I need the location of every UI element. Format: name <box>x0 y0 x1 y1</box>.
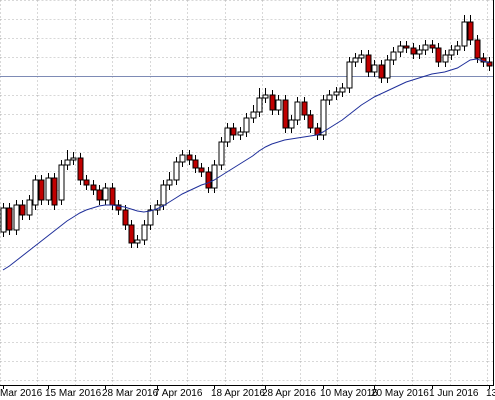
candle-body <box>307 114 314 129</box>
candle-body <box>6 207 13 231</box>
candle-body <box>83 179 90 186</box>
candle-body <box>269 94 276 111</box>
candle-body <box>301 101 308 116</box>
x-tick-label: 18 Apr 2016 <box>211 388 265 399</box>
candle-body <box>141 224 148 241</box>
x-tick-label: 10 May 2016 <box>320 388 378 399</box>
candle-body <box>38 179 45 201</box>
candle-body <box>166 179 173 186</box>
candle-body <box>486 61 493 67</box>
candle-body <box>77 157 84 181</box>
x-tick-label: 28 Mar 2016 <box>102 388 159 399</box>
candle-body <box>173 161 180 181</box>
candle-body <box>13 204 20 231</box>
grid <box>0 0 493 385</box>
candle-body <box>51 177 58 206</box>
candle-body <box>109 187 116 206</box>
candle-body <box>19 204 26 216</box>
candle-body <box>378 64 385 79</box>
candle-body <box>339 87 346 93</box>
candle-body <box>384 59 391 79</box>
candle-body <box>96 189 103 201</box>
candle-body <box>346 61 353 89</box>
plot-area <box>0 15 493 271</box>
candle-body <box>32 179 39 206</box>
candle-body <box>320 99 327 136</box>
candle-body <box>467 21 474 41</box>
x-tick-label: 1 Jun 2016 <box>429 388 479 399</box>
candle-body <box>64 159 71 166</box>
candle-body <box>224 127 231 143</box>
moving-average <box>2 58 490 271</box>
candle-body <box>102 187 109 201</box>
candle-body <box>115 204 122 211</box>
candle-body <box>128 224 135 244</box>
candle-body <box>90 184 97 191</box>
candle-body <box>134 239 141 244</box>
x-tick-label: 13 <box>486 388 495 399</box>
candle-body <box>70 157 77 161</box>
candle-body <box>0 207 7 233</box>
candle-body <box>243 117 250 133</box>
candle-body <box>365 54 372 73</box>
candle-body <box>397 45 404 53</box>
candle-body <box>250 111 257 119</box>
x-tick-label: Mar 2016 <box>0 388 43 399</box>
x-tick-label: 28 Apr 2016 <box>262 388 316 399</box>
candle-body <box>435 47 442 63</box>
x-tick-label: 7 Apr 2016 <box>154 388 203 399</box>
candle-body <box>352 57 359 63</box>
candle-body <box>160 184 167 206</box>
candle-body <box>358 54 365 59</box>
candle-body <box>403 45 410 49</box>
candle-body <box>371 64 378 73</box>
candle-body <box>198 167 205 173</box>
candle-body <box>448 49 455 56</box>
candle-body <box>333 91 340 96</box>
candle-body <box>288 119 295 129</box>
candle-body <box>230 127 237 136</box>
candle-body <box>294 101 301 121</box>
candle-body <box>186 154 193 161</box>
candle-body <box>326 94 333 101</box>
candle-body <box>442 54 449 63</box>
x-tick-label: 15 Mar 2016 <box>45 388 102 399</box>
candle-body <box>26 199 33 216</box>
candle-body <box>237 131 244 136</box>
candle-body <box>390 51 397 61</box>
x-tick-label: 20 May 2016 <box>371 388 429 399</box>
candle-body <box>218 141 225 166</box>
candle-body <box>147 209 154 226</box>
candle-body <box>275 99 282 111</box>
candle-body <box>192 159 199 169</box>
candle-body <box>429 44 436 49</box>
candle-body <box>262 94 269 99</box>
candle-body <box>211 164 218 189</box>
candle-body <box>58 164 65 201</box>
candle-body <box>461 21 468 47</box>
candle-body <box>416 49 423 55</box>
candle-body <box>410 47 417 55</box>
candle-body <box>256 97 263 113</box>
candle-body <box>454 45 461 51</box>
candle-body <box>179 154 186 163</box>
candle-body <box>282 99 289 129</box>
candle-body <box>422 44 429 51</box>
candle-body <box>205 171 212 189</box>
candle-body <box>45 177 52 201</box>
candle-body <box>122 209 129 226</box>
candle-body <box>474 39 481 59</box>
